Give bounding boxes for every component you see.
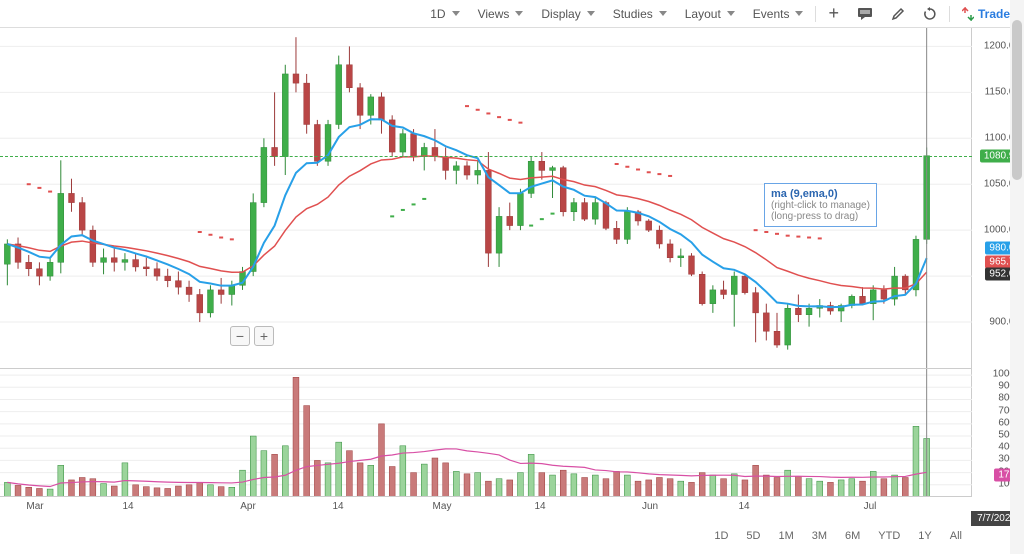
range-3m[interactable]: 3M <box>806 528 833 544</box>
x-tick: Jul <box>864 501 877 512</box>
x-axis[interactable]: Mar 14 Apr 14 May 14 Jun 14 Jul <box>0 496 972 520</box>
crosshair-button[interactable]: + <box>820 0 847 27</box>
price-panel[interactable]: ma (9,ema,0) (right-click to manage) (lo… <box>0 28 972 368</box>
scrollbar[interactable] <box>1010 0 1024 554</box>
tooltip-title: ma (9,ema,0) <box>771 188 870 200</box>
range-5d[interactable]: 5D <box>740 528 766 544</box>
chevron-down-icon <box>659 11 667 16</box>
chart-toolbar: 1D Views Display Studies Layout Events + <box>0 0 1024 28</box>
range-bar: 1D 5D 1M 3M 6M YTD 1Y All <box>708 528 968 544</box>
layout-dropdown[interactable]: Layout <box>677 4 743 24</box>
zoom-controls: − + <box>230 326 274 346</box>
draw-button[interactable] <box>883 4 913 24</box>
range-6m[interactable]: 6M <box>839 528 866 544</box>
display-dropdown[interactable]: Display <box>533 4 602 24</box>
trade-button[interactable]: Trade <box>954 4 1018 24</box>
volume-panel[interactable] <box>0 368 972 496</box>
trade-arrows-icon <box>962 7 974 21</box>
x-tick: Mar <box>26 501 43 512</box>
last-price-line <box>0 156 972 157</box>
chevron-down-icon <box>452 11 460 16</box>
views-dropdown[interactable]: Views <box>470 4 532 24</box>
range-1d[interactable]: 1D <box>708 528 734 544</box>
chevron-down-icon <box>587 11 595 16</box>
x-tick: 14 <box>122 501 133 512</box>
chevron-down-icon <box>727 11 735 16</box>
range-1m[interactable]: 1M <box>772 528 799 544</box>
range-ytd[interactable]: YTD <box>872 528 906 544</box>
chart-area[interactable]: ma (9,ema,0) (right-click to manage) (lo… <box>0 28 972 496</box>
x-tick: May <box>433 501 452 512</box>
range-1y[interactable]: 1Y <box>912 528 937 544</box>
studies-dropdown[interactable]: Studies <box>605 4 675 24</box>
separator <box>949 6 950 22</box>
refresh-icon <box>923 7 937 21</box>
x-tick: Jun <box>642 501 658 512</box>
x-tick: Apr <box>240 501 256 512</box>
chevron-down-icon <box>515 11 523 16</box>
plus-icon: + <box>828 3 839 24</box>
tooltip-sub2: (long-press to drag) <box>771 211 870 222</box>
comment-button[interactable] <box>849 4 881 24</box>
study-tooltip[interactable]: ma (9,ema,0) (right-click to manage) (lo… <box>764 183 877 227</box>
refresh-button[interactable] <box>915 4 945 24</box>
interval-dropdown[interactable]: 1D <box>422 4 467 24</box>
interval-label: 1D <box>430 7 445 21</box>
zoom-in-button[interactable]: + <box>254 326 274 346</box>
x-tick: 14 <box>738 501 749 512</box>
zoom-out-button[interactable]: − <box>230 326 250 346</box>
x-tick: 14 <box>332 501 343 512</box>
separator <box>815 6 816 22</box>
range-all[interactable]: All <box>944 528 968 544</box>
chevron-down-icon <box>795 11 803 16</box>
scrollbar-thumb[interactable] <box>1012 20 1022 180</box>
comment-icon <box>857 7 873 21</box>
tooltip-sub1: (right-click to manage) <box>771 200 870 211</box>
x-tick: 14 <box>534 501 545 512</box>
events-dropdown[interactable]: Events <box>745 4 812 24</box>
volume-chart <box>0 369 972 497</box>
pencil-icon <box>891 7 905 21</box>
